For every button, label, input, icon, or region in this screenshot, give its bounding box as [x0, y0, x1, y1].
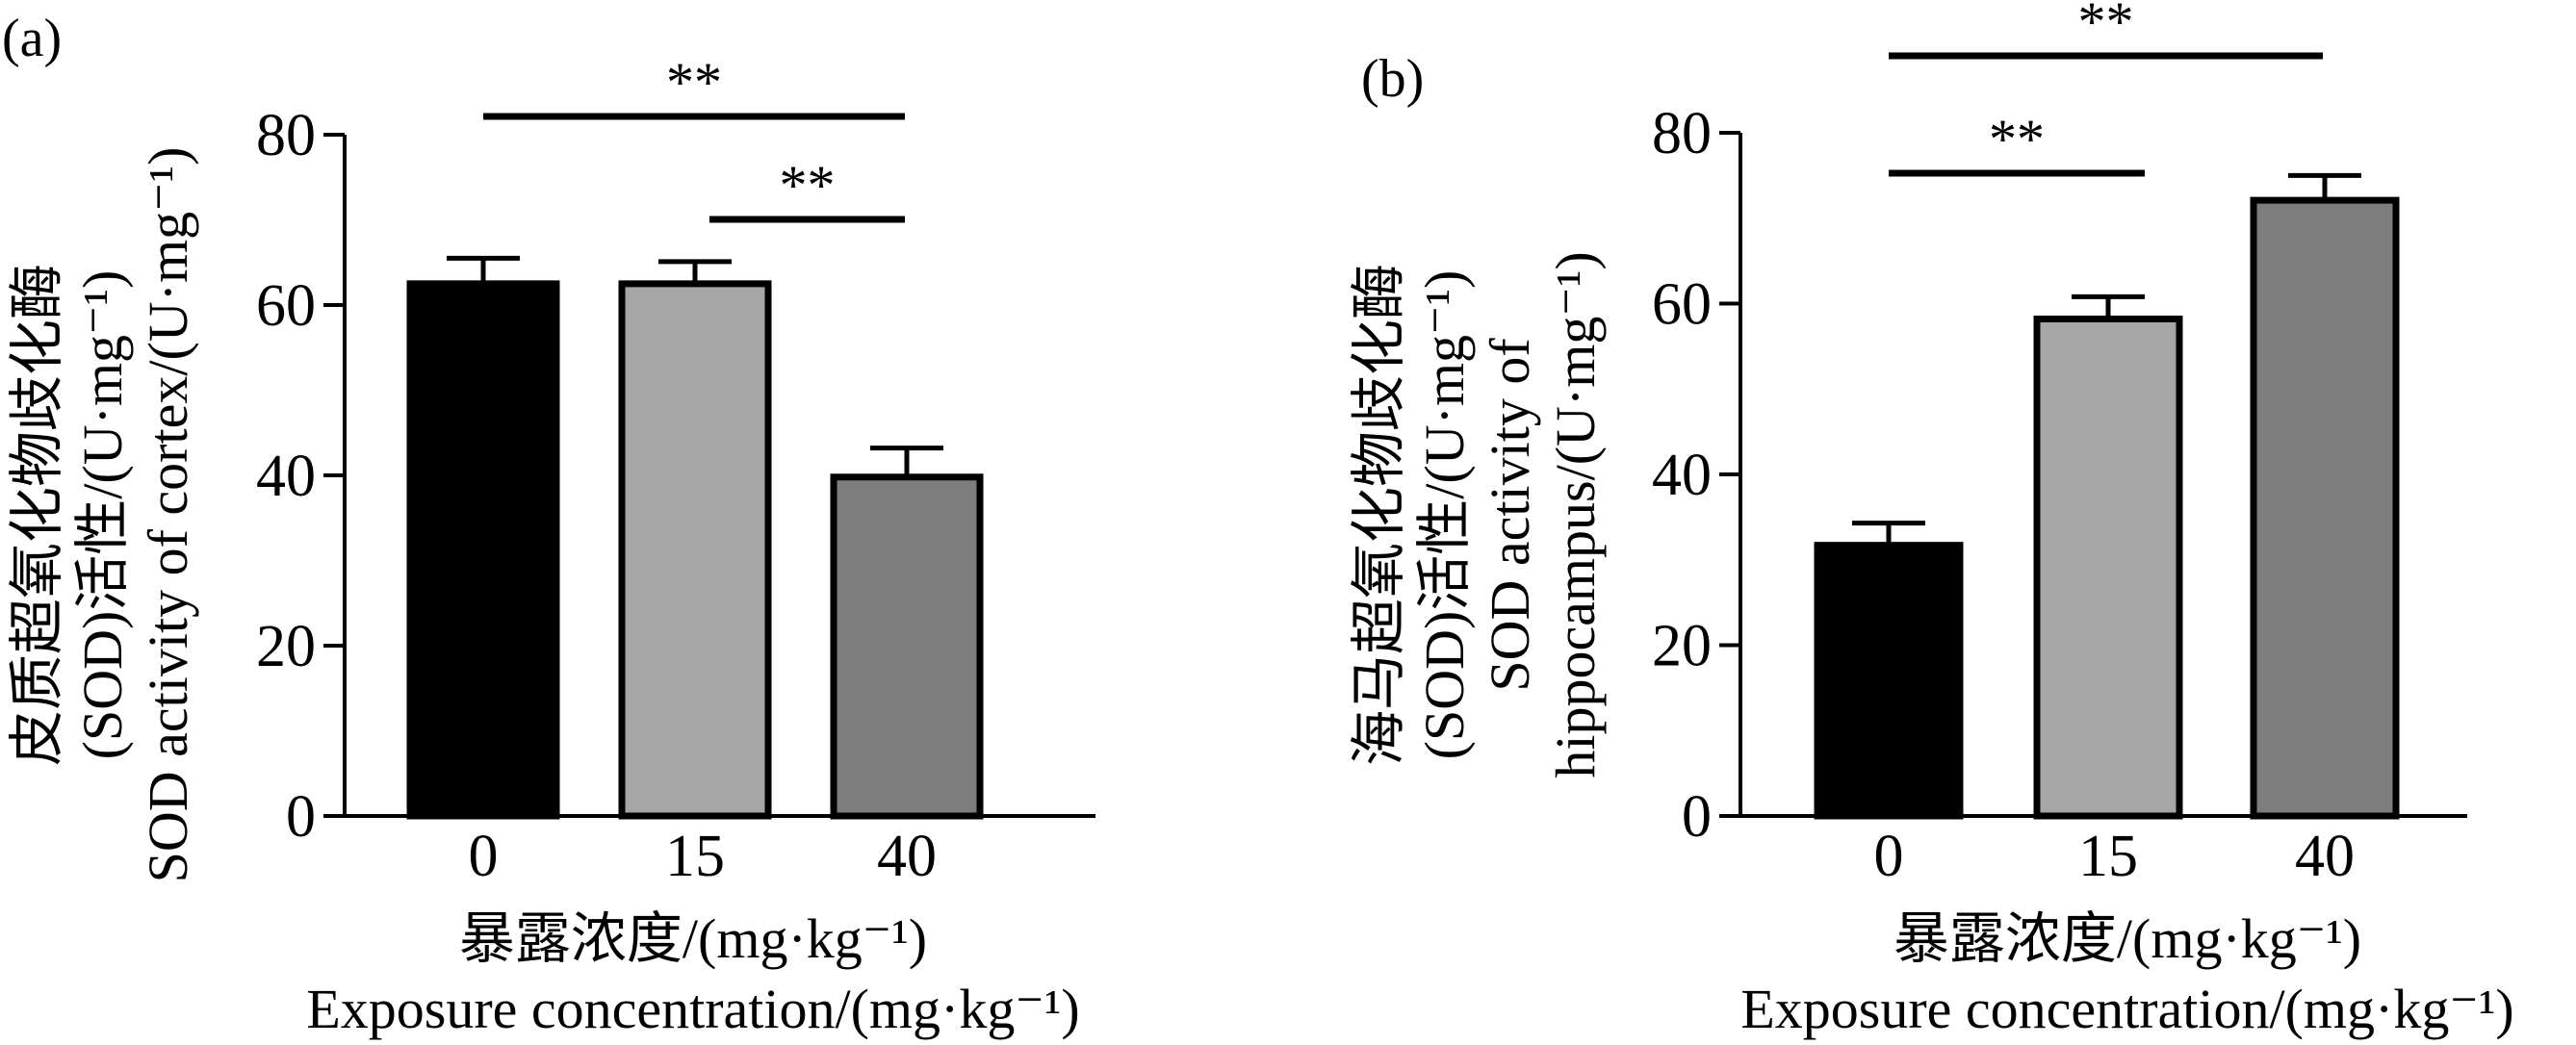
panel-a-significance-label: **: [666, 51, 722, 114]
panel-b-y-axis-title-line-4: hippocampus/(U·mg⁻¹): [1544, 251, 1607, 777]
panel-a-y-axis-title-line-3: SOD activity of cortex/(U·mg⁻¹): [137, 147, 199, 883]
panel-b-y-tick-label: 80: [1652, 101, 1712, 166]
panel-b-bar-15: [2033, 315, 2183, 820]
panel-b-x-axis-title-line-2: Exposure concentration/(mg·kg⁻¹): [1740, 978, 2513, 1040]
panel-b-x-tick-label: 0: [1874, 824, 1904, 889]
panel-b-y-tick-label: 60: [1652, 272, 1712, 338]
panel-b-significance-label: **: [2078, 0, 2134, 53]
panel-a-x-tick-label: 0: [469, 824, 499, 889]
panel-a-bar-40: [830, 473, 984, 820]
panel-a: (a) 皮质超氧化物歧化酶 (SOD)活性/(U·mg⁻¹) SOD activ…: [2, 9, 1095, 1040]
panel-b-x-axis-title-line-1: 暴露浓度/(mg·kg⁻¹): [1893, 907, 2361, 970]
panel-b-y-tick-label: 40: [1652, 443, 1712, 508]
panel-b-bar-40: [2250, 196, 2400, 820]
panel-a-x-tick-label: 40: [877, 824, 937, 889]
panel-a-y-tick-label: 80: [256, 103, 316, 168]
panel-a-y-tick-label: 40: [256, 444, 316, 509]
panel-b-letter: (b): [1361, 49, 1424, 109]
panel-b-plot: 0 20 40 60 80 0 15 40 ** **: [1652, 0, 2467, 889]
panel-a-x-axis-title-line-2: Exposure concentration/(mg·kg⁻¹): [306, 978, 1079, 1040]
panel-b-significance-label: **: [1989, 108, 2045, 170]
panel-b-y-axis-title-line-2: (SOD)活性/(U·mg⁻¹): [1413, 270, 1476, 760]
panel-b: (b) 海马超氧化物歧化酶 (SOD)活性/(U·mg⁻¹) SOD activ…: [1348, 0, 2514, 1040]
panel-b-bar-0: [1814, 542, 1964, 820]
panel-b-y-axis-title: 海马超氧化物歧化酶 (SOD)活性/(U·mg⁻¹) SOD activity …: [1348, 251, 1607, 777]
panel-a-y-axis-title: 皮质超氧化物歧化酶 (SOD)活性/(U·mg⁻¹) SOD activity …: [6, 147, 199, 883]
panel-a-bar-15: [618, 280, 772, 820]
panel-a-y-tick-label: 0: [286, 784, 316, 850]
panel-a-y-tick-label: 20: [256, 614, 316, 679]
panel-a-x-tick-label: 15: [665, 824, 725, 889]
panel-b-y-tick-label: 0: [1682, 784, 1712, 850]
panel-a-bar-0: [406, 280, 560, 820]
panel-b-y-tick-label: 20: [1652, 614, 1712, 679]
panel-b-x-tick-label: 40: [2295, 824, 2355, 889]
panel-a-letter: (a): [2, 9, 62, 68]
panel-a-plot: 0 20 40 60 80 0 15 40 ** **: [256, 51, 1095, 889]
panel-a-y-axis-title-line-1: 皮质超氧化物歧化酶: [6, 264, 68, 766]
panel-b-y-axis-title-line-3: SOD activity of: [1479, 338, 1541, 692]
panel-a-y-tick-label: 60: [256, 273, 316, 339]
panel-a-significance-label: **: [780, 154, 836, 217]
panel-a-x-axis-title-line-1: 暴露浓度/(mg·kg⁻¹): [459, 907, 927, 970]
panel-b-x-tick-label: 15: [2078, 824, 2138, 889]
panel-b-y-axis-title-line-1: 海马超氧化物歧化酶: [1348, 264, 1410, 766]
panel-a-y-axis-title-line-2: (SOD)活性/(U·mg⁻¹): [71, 270, 134, 760]
